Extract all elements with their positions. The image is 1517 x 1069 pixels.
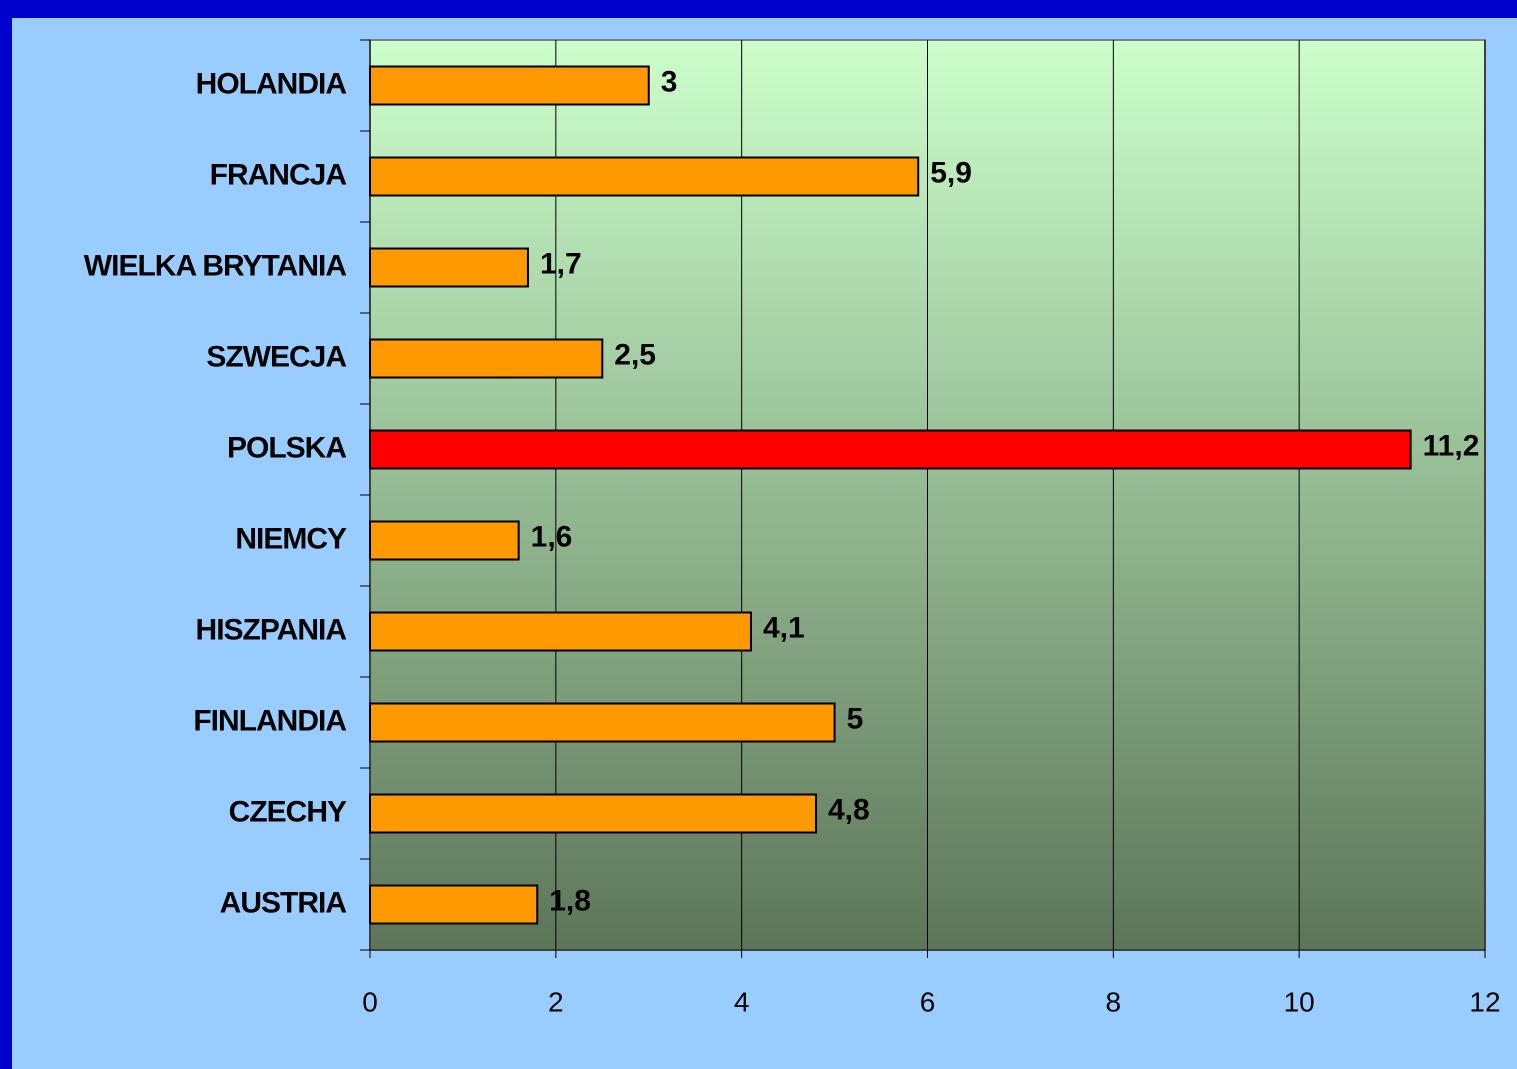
left-frame	[0, 0, 12, 1069]
y-tick-label: NIEMCY	[235, 522, 347, 555]
bar	[369, 65, 650, 106]
data-label: 3	[661, 65, 678, 98]
data-label: 1,7	[540, 247, 582, 280]
data-label: 2,5	[614, 338, 656, 371]
x-tick-label: 4	[734, 986, 750, 1017]
top-frame	[0, 0, 1517, 18]
x-tick-label: 0	[362, 986, 378, 1017]
y-tick-label: FRANCJA	[210, 158, 347, 191]
bar	[369, 338, 604, 379]
x-tick-label: 10	[1284, 986, 1315, 1017]
y-tick-label: FINLANDIA	[193, 704, 346, 737]
data-label: 4,8	[828, 793, 870, 826]
bar	[369, 884, 539, 925]
data-label: 4,1	[763, 611, 805, 644]
bar	[369, 611, 752, 652]
y-tick-label: WIELKA BRYTANIA	[84, 249, 347, 282]
bar	[369, 247, 529, 288]
bar	[369, 156, 920, 197]
y-tick-label: POLSKA	[227, 431, 346, 464]
y-tick-label: AUSTRIA	[220, 886, 347, 919]
data-label: 11,2	[1423, 429, 1480, 462]
bar	[369, 429, 1412, 470]
y-tick-label: HOLANDIA	[196, 67, 347, 100]
bar	[369, 702, 836, 743]
y-tick-label: CZECHY	[229, 795, 347, 828]
bar	[369, 520, 520, 561]
x-tick-label: 2	[548, 986, 564, 1017]
x-tick-label: 8	[1106, 986, 1122, 1017]
y-tick-label: HISZPANIA	[196, 613, 347, 646]
data-label: 1,8	[549, 884, 591, 917]
x-tick-label: 12	[1469, 986, 1500, 1017]
x-tick-label: 6	[920, 986, 936, 1017]
data-label: 5,9	[930, 156, 972, 189]
y-tick-label: SZWECJA	[206, 340, 346, 373]
bar	[369, 793, 817, 834]
data-label: 5	[847, 702, 864, 735]
data-label: 1,6	[531, 520, 573, 553]
